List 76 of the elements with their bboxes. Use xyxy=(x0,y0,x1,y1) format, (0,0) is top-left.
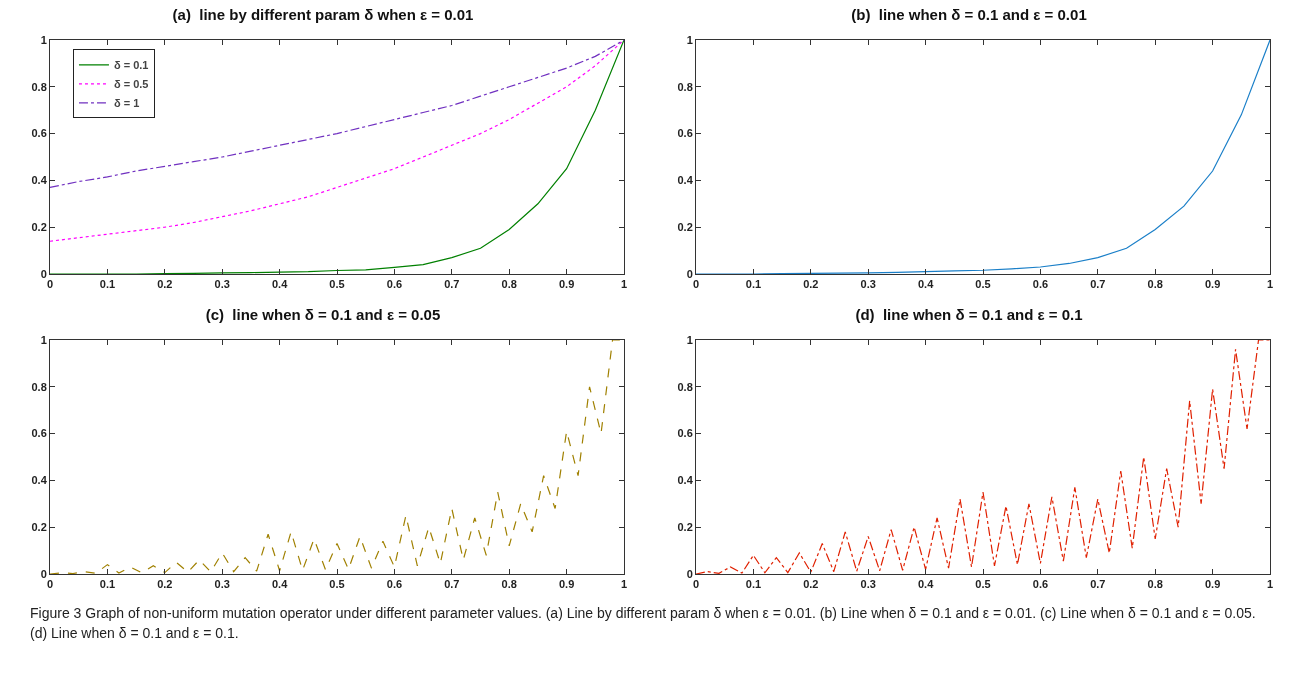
line-series xyxy=(696,340,1270,574)
y-tick-label: 1 xyxy=(686,33,693,46)
x-tick-label: 0.5 xyxy=(975,578,991,591)
x-tick-label: 0.3 xyxy=(860,278,876,291)
y-tick-label: 0.8 xyxy=(677,80,693,93)
y-tick-label: 1 xyxy=(40,33,47,46)
y-tick-label: 0.8 xyxy=(31,380,47,393)
x-tick-label: 0.1 xyxy=(99,278,116,291)
line-series xyxy=(696,40,1270,274)
y-tick-label: 0.2 xyxy=(677,521,693,534)
y-tick-label: 0.8 xyxy=(677,380,693,393)
x-tick-label: 0.9 xyxy=(1204,278,1221,291)
legend-label: δ = 0.1 xyxy=(113,59,149,72)
chart-title: (c) line when δ = 0.1 and ε = 0.05 xyxy=(205,305,441,323)
y-tick-label: 0.6 xyxy=(31,127,47,140)
y-tick-label: 0.6 xyxy=(31,427,47,440)
x-tick-label: 0.2 xyxy=(803,578,819,591)
x-tick-label: 0.8 xyxy=(501,578,517,591)
y-tick-label: 0.6 xyxy=(677,427,693,440)
y-tick-label: 0 xyxy=(686,567,693,580)
x-tick-label: 0.9 xyxy=(558,278,575,291)
x-tick-label: 0.8 xyxy=(501,278,517,291)
y-tick-label: 0 xyxy=(686,267,693,280)
y-tick-label: 0.2 xyxy=(31,521,47,534)
y-tick-label: 0.2 xyxy=(677,221,693,234)
y-tick-label: 0.2 xyxy=(31,221,47,234)
line-series xyxy=(50,40,624,189)
line-series xyxy=(50,340,624,574)
x-tick-label: 0.1 xyxy=(745,578,762,591)
x-tick-label: 0.7 xyxy=(1090,578,1106,591)
x-tick-label: 1 xyxy=(620,578,628,591)
x-tick-label: 0.1 xyxy=(745,278,762,291)
x-tick-label: 0.8 xyxy=(1147,278,1163,291)
x-tick-label: 0.1 xyxy=(99,578,116,591)
x-tick-label: 0.6 xyxy=(386,578,403,591)
x-tick-label: 1 xyxy=(1266,578,1274,591)
y-tick-label: 1 xyxy=(686,333,693,346)
caption: Figure 3 Graph of non-uniform mutation operator under different parameter values. (a) Line by different param δ when ε = 0.01. (b) Line when δ = 0.1 and ε = 0.01. (c) Line when δ = 0.1 and ε = 0.05. (d) Line when δ = 0.1 and ε = 0.1. xyxy=(29,604,1257,643)
x-tick-label: 0.3 xyxy=(214,278,230,291)
y-tick-label: 0.4 xyxy=(31,474,48,487)
y-tick-label: 0.4 xyxy=(31,174,48,187)
x-tick-label: 0.4 xyxy=(917,578,935,591)
chart-title: (a) line by different param δ when ε = 0.01 xyxy=(172,5,474,23)
x-tick-label: 0.9 xyxy=(1204,578,1221,591)
x-tick-label: 0.2 xyxy=(157,578,173,591)
x-tick-label: 0.6 xyxy=(386,278,403,291)
x-tick-label: 0.6 xyxy=(1032,578,1049,591)
x-tick-label: 0.4 xyxy=(271,278,289,291)
y-tick-label: 0 xyxy=(40,567,47,580)
x-tick-label: 0.6 xyxy=(1032,278,1049,291)
x-tick-label: 0.8 xyxy=(1147,578,1163,591)
x-tick-label: 0.2 xyxy=(157,278,173,291)
y-tick-label: 1 xyxy=(40,333,47,346)
x-tick-label: 0.7 xyxy=(1090,278,1106,291)
chart-title: (b) line when δ = 0.1 and ε = 0.01 xyxy=(851,5,1087,23)
legend-label: δ = 1 xyxy=(113,97,140,110)
x-tick-label: 1 xyxy=(620,278,628,291)
x-tick-label: 0.4 xyxy=(917,278,935,291)
chart-title: (d) line when δ = 0.1 and ε = 0.1 xyxy=(855,305,1083,323)
x-tick-label: 0.7 xyxy=(444,278,460,291)
legend-label: δ = 0.5 xyxy=(113,78,149,91)
x-tick-label: 0.3 xyxy=(214,578,230,591)
x-tick-label: 0.5 xyxy=(329,278,345,291)
x-tick-label: 0.9 xyxy=(558,578,575,591)
x-tick-label: 0.2 xyxy=(803,278,819,291)
x-tick-label: 1 xyxy=(1266,278,1274,291)
y-tick-label: 0.4 xyxy=(677,174,694,187)
x-tick-label: 0.4 xyxy=(271,578,289,591)
x-tick-label: 0.5 xyxy=(975,278,991,291)
y-tick-label: 0 xyxy=(40,267,47,280)
y-tick-label: 0.4 xyxy=(677,474,694,487)
x-tick-label: 0.7 xyxy=(444,578,460,591)
x-tick-label: 0.3 xyxy=(860,578,876,591)
x-tick-label: 0.5 xyxy=(329,578,345,591)
y-tick-label: 0.8 xyxy=(31,80,47,93)
y-tick-label: 0.6 xyxy=(677,127,693,140)
